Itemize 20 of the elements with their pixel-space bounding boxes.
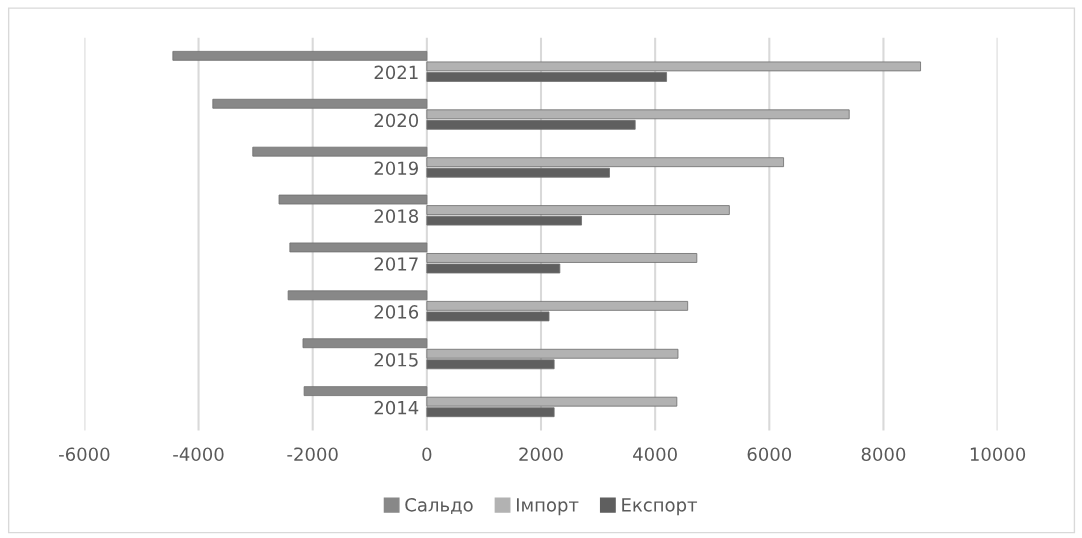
legend-label: Експорт (622, 498, 698, 516)
y-tick-label: 2020 (374, 113, 419, 128)
x-tick-label: 2000 (519, 447, 563, 462)
x-tick-label: 0 (422, 447, 432, 462)
x-tick-label: 4000 (633, 447, 677, 462)
y-tick-label: 2021 (374, 65, 418, 80)
y-tick-label: 2014 (374, 400, 419, 415)
y-tick-label: 2015 (374, 352, 418, 367)
x-tick-label: -2000 (287, 447, 338, 462)
x-tick-label: -4000 (173, 447, 224, 462)
y-tick-label: 2019 (374, 161, 418, 176)
x-tick-label: 8000 (861, 447, 906, 462)
x-tick-label: 10000 (970, 447, 1026, 462)
y-tick-label: 2017 (374, 257, 418, 271)
x-tick-label: 6000 (747, 447, 792, 462)
x-tick-label: -6000 (59, 447, 110, 462)
legend-label: Сальдо (405, 498, 473, 514)
y-tick-label: 2018 (374, 209, 419, 223)
legend-label: Імпорт (516, 498, 579, 516)
y-tick-label: 2016 (374, 305, 419, 319)
